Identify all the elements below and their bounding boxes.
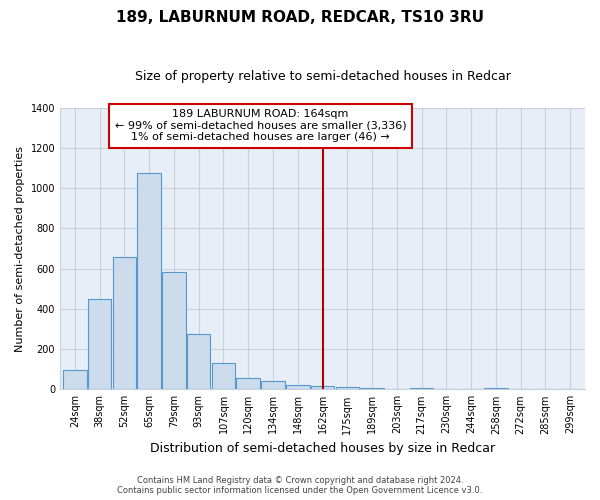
Bar: [286, 386, 310, 390]
Title: Size of property relative to semi-detached houses in Redcar: Size of property relative to semi-detach…: [134, 70, 511, 83]
Bar: [162, 272, 186, 390]
Bar: [335, 388, 359, 390]
Bar: [63, 370, 86, 390]
Bar: [137, 173, 161, 390]
Bar: [410, 388, 433, 390]
Y-axis label: Number of semi-detached properties: Number of semi-detached properties: [15, 146, 25, 352]
Bar: [360, 388, 384, 390]
Bar: [88, 299, 112, 390]
X-axis label: Distribution of semi-detached houses by size in Redcar: Distribution of semi-detached houses by …: [150, 442, 495, 455]
Bar: [484, 388, 508, 390]
Text: 189, LABURNUM ROAD, REDCAR, TS10 3RU: 189, LABURNUM ROAD, REDCAR, TS10 3RU: [116, 10, 484, 25]
Text: 189 LABURNUM ROAD: 164sqm
← 99% of semi-detached houses are smaller (3,336)
1% o: 189 LABURNUM ROAD: 164sqm ← 99% of semi-…: [115, 110, 406, 142]
Bar: [212, 363, 235, 390]
Text: Contains HM Land Registry data © Crown copyright and database right 2024.
Contai: Contains HM Land Registry data © Crown c…: [118, 476, 482, 495]
Bar: [236, 378, 260, 390]
Bar: [261, 382, 285, 390]
Bar: [311, 386, 334, 390]
Bar: [187, 334, 211, 390]
Bar: [113, 256, 136, 390]
